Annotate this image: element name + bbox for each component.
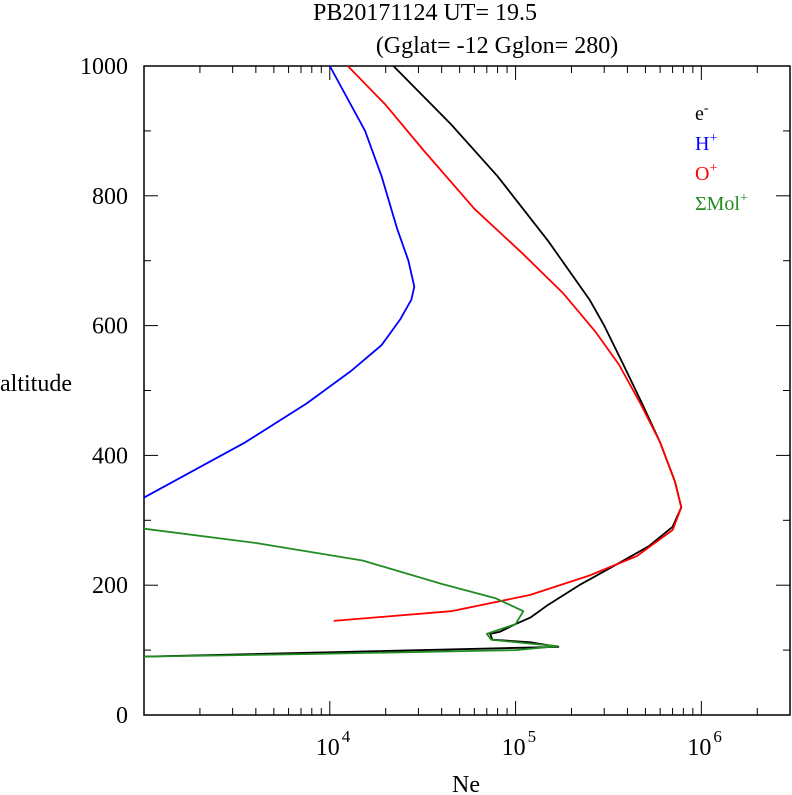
title-line-1: PB20171124 UT= 19.5 xyxy=(313,0,537,26)
x-axis-label: Ne xyxy=(452,772,480,795)
x-tick-label: 10 xyxy=(502,735,526,761)
series-lines xyxy=(143,65,683,658)
series-line xyxy=(333,65,683,622)
x-tick-label: 10 xyxy=(316,735,340,761)
y-tick-label: 1000 xyxy=(80,54,128,80)
y-tick-label: 400 xyxy=(92,443,128,469)
x-tick-label-exponent: 4 xyxy=(342,727,351,746)
axis-ticks xyxy=(143,65,791,716)
y-tick-label: 800 xyxy=(92,184,128,210)
series-line xyxy=(143,527,559,658)
y-tick-labels: 0 200 400 600 800 1000 xyxy=(80,54,128,729)
x-tick-label-exponent: 5 xyxy=(528,727,537,746)
legend-entry: O+ xyxy=(695,161,717,185)
y-tick-label: 600 xyxy=(92,314,128,340)
y-tick-label: 200 xyxy=(92,573,128,599)
legend: e- H+ O+ ΣMol+ xyxy=(695,101,748,215)
legend-entry: ΣMol+ xyxy=(695,191,748,215)
x-tick-label-exponent: 6 xyxy=(713,727,722,746)
x-tick-label: 10 xyxy=(687,735,711,761)
series-line xyxy=(143,65,683,658)
x-tick-labels: 10 4 10 5 10 6 xyxy=(316,727,722,761)
y-axis-label: altitude xyxy=(0,371,72,397)
legend-entry: e- xyxy=(695,101,709,125)
plot-frame xyxy=(143,65,791,716)
title-line-2: (Gglat= -12 Gglon= 280) xyxy=(376,33,618,59)
chart-title: PB20171124 UT= 19.5 (Gglat= -12 Gglon= 2… xyxy=(313,0,618,59)
y-tick-label: 0 xyxy=(116,703,128,729)
legend-entry: H+ xyxy=(695,131,717,155)
series-line xyxy=(143,65,416,499)
